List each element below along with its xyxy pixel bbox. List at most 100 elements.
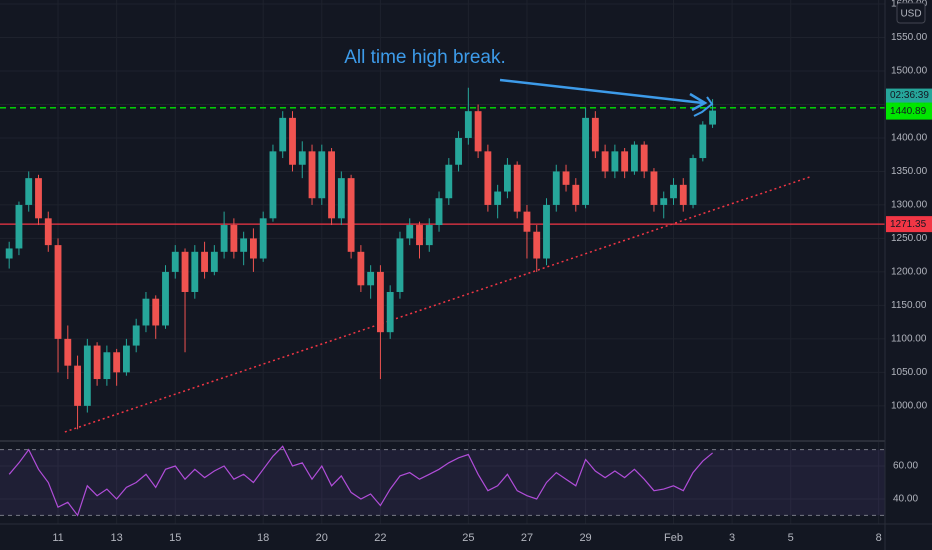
candle-body	[103, 352, 111, 380]
candle-body	[132, 325, 140, 346]
candle-body	[318, 151, 326, 199]
x-tick-label: 15	[169, 532, 181, 544]
candle-body	[630, 144, 638, 172]
candle-body	[191, 251, 199, 292]
candle-body	[416, 225, 423, 246]
x-tick-label: 13	[111, 532, 123, 544]
candle-body	[494, 191, 502, 205]
y-tick-label: 1400.00	[891, 133, 928, 144]
candle-body	[455, 137, 462, 165]
y-tick-label: 1500.00	[891, 66, 928, 77]
candle-body	[259, 218, 267, 259]
grid	[0, 0, 885, 524]
candle-body	[425, 225, 433, 246]
countdown-badge	[886, 88, 932, 103]
candle-body	[249, 238, 257, 259]
rsi-tick-label: 40.00	[893, 494, 918, 505]
currency-badge	[896, 2, 926, 24]
y-tick-label: 1550.00	[891, 32, 928, 43]
candle-body	[83, 345, 91, 406]
x-tick-label: 8	[876, 532, 882, 544]
candle-body	[152, 298, 160, 326]
candle-body	[201, 251, 208, 272]
candle-body	[474, 111, 482, 152]
x-tick-label: 3	[729, 532, 735, 544]
candle-body	[181, 251, 189, 292]
candle-body	[513, 164, 521, 212]
candle-body	[376, 271, 384, 333]
candle-body	[523, 211, 531, 232]
candle-body	[162, 271, 169, 326]
candle-body	[611, 151, 619, 172]
candle-body	[367, 271, 375, 286]
candle-body	[660, 198, 668, 205]
candle-body	[601, 151, 609, 172]
candle-body	[699, 124, 707, 159]
candle-body	[650, 171, 658, 205]
x-tick-label: 25	[462, 532, 474, 544]
y-tick-label: 1100.00	[891, 334, 927, 345]
candle-body	[582, 117, 589, 205]
candle-body	[406, 225, 414, 239]
x-tick-label: 29	[579, 532, 591, 544]
candle-body	[543, 204, 550, 259]
candle-body	[298, 151, 306, 165]
candle-body	[210, 251, 218, 272]
candle-body	[533, 231, 541, 259]
candle-body	[621, 151, 629, 172]
candle-body	[670, 184, 677, 199]
candle-body	[25, 178, 33, 205]
candle-body	[15, 204, 23, 249]
candle-body	[386, 291, 394, 333]
candle-body	[142, 298, 150, 326]
y-tick-label: 1250.00	[891, 233, 928, 244]
x-tick-label: Feb	[664, 532, 683, 544]
candles	[5, 87, 716, 430]
candle-body	[5, 248, 13, 259]
y-tick-label: 1150.00	[891, 300, 927, 311]
candle-body	[445, 164, 453, 199]
candle-body	[93, 345, 101, 380]
candle-body	[220, 225, 228, 252]
candle-body	[562, 171, 570, 185]
candle-body	[54, 245, 62, 339]
candle-body	[396, 238, 404, 292]
y-tick-label: 1000.00	[891, 400, 928, 411]
candle-body	[269, 151, 277, 219]
candle-body	[591, 117, 599, 152]
arrow-head	[689, 92, 708, 112]
candle-body	[679, 184, 687, 205]
rsi-line	[8, 445, 713, 517]
level-label: 1271.35	[890, 219, 927, 230]
trendline	[64, 176, 811, 433]
x-tick-label: 22	[374, 532, 386, 544]
y-tick-label: 1050.00	[891, 367, 928, 378]
candle-body	[240, 238, 248, 252]
rsi-band-fill	[0, 449, 885, 516]
y-tick-label: 1350.00	[891, 166, 928, 177]
candle-body	[279, 117, 287, 152]
candle-body	[44, 218, 52, 246]
rsi-panel	[0, 445, 885, 517]
level-badge	[886, 216, 932, 233]
candle-body	[484, 151, 492, 205]
candle-body	[289, 117, 296, 165]
candle-body	[572, 184, 580, 205]
candle-body	[503, 164, 511, 192]
candle-body	[464, 111, 472, 138]
levels	[0, 107, 885, 433]
candle-body	[689, 158, 697, 205]
candle-body	[64, 338, 72, 366]
x-tick-label: 27	[521, 532, 533, 544]
candle-body	[709, 110, 716, 125]
x-tick-label: 11	[52, 532, 63, 544]
x-tick-label: 5	[788, 532, 794, 544]
candle-body	[35, 178, 42, 219]
candle-body	[113, 352, 121, 373]
y-tick-label: 1200.00	[891, 267, 928, 278]
x-tick-label: 18	[257, 532, 269, 544]
candle-body	[337, 178, 345, 219]
